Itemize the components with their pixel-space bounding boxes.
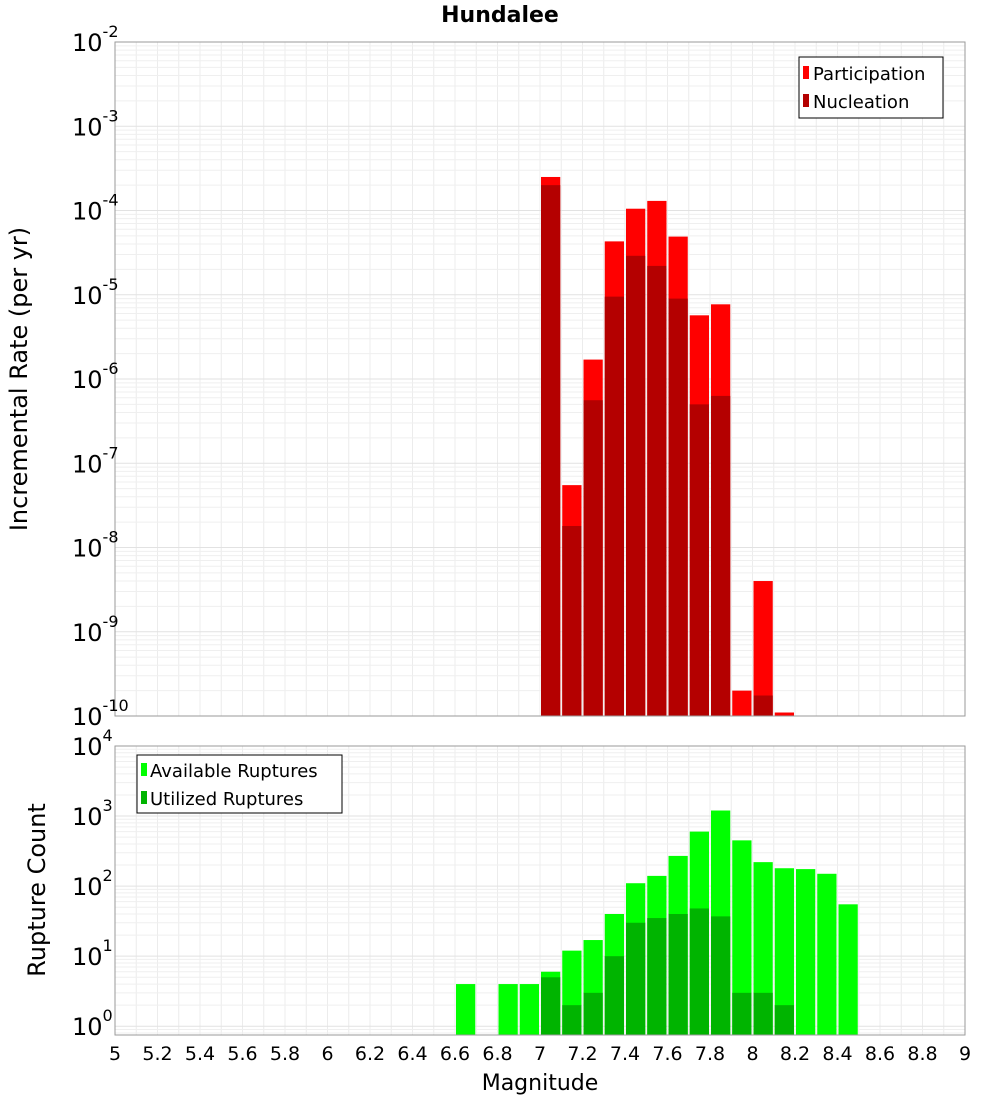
top-bar-nucleation: [604, 296, 624, 716]
bottom-bar-available-ruptures: [774, 868, 794, 1035]
bottom-bar-available-ruptures: [732, 840, 752, 1035]
bottom-bar-available-ruptures: [519, 984, 539, 1035]
x-tick-label: 5: [109, 1043, 121, 1065]
top-y-tick-label: 10-6: [72, 359, 119, 394]
legend-label-available: Available Ruptures: [150, 761, 318, 782]
top-bar-participation: [774, 712, 794, 716]
x-tick-label: 7.2: [567, 1043, 597, 1065]
x-tick-label: 5.6: [227, 1043, 257, 1065]
top-bar-nucleation: [647, 265, 667, 716]
chart-title: Hundalee: [441, 3, 559, 28]
bottom-y-tick-label: 100: [72, 1006, 113, 1041]
bottom-bar-utilized-ruptures: [689, 908, 709, 1035]
x-tick-label: 7.8: [695, 1043, 725, 1065]
legend-swatch-nucleation: [803, 94, 809, 107]
top-bar-nucleation: [562, 525, 582, 716]
top-y-axis-label: Incremental Rate (per yr): [5, 227, 33, 531]
bottom-y-tick-label: 101: [72, 936, 113, 971]
top-bar-participation: [753, 581, 773, 716]
x-tick-label: 6.4: [397, 1043, 427, 1065]
bottom-y-tick-label: 102: [72, 866, 113, 901]
x-tick-labels: 5 5.2 5.4 5.6 5.8 6 6.2 6.4 6.6 6.8 7 7.2 7.4 7.6 7.8 8…: [109, 1043, 971, 1065]
top-y-tick-labels: 10-10 10-9 10-8 10-7 10-6 10-5 10-4 10-3 10-2: [72, 22, 129, 731]
top-y-tick-label: 10-4: [72, 191, 119, 226]
x-tick-label: 9: [959, 1043, 971, 1065]
x-tick-label: 5.8: [270, 1043, 300, 1065]
top-legend-box: [798, 56, 944, 119]
top-y-tick-label: 10-7: [72, 443, 119, 478]
bottom-bar-utilized-ruptures: [753, 992, 773, 1035]
bottom-bar-utilized-ruptures: [668, 914, 688, 1035]
legend-label-utilized: Utilized Ruptures: [150, 789, 303, 810]
x-tick-label: 8: [746, 1043, 758, 1065]
bottom-bar-available-ruptures: [456, 984, 476, 1035]
top-y-tick-label: 10-5: [72, 275, 119, 310]
x-tick-label: 7.6: [652, 1043, 682, 1065]
top-plot-grid: [114, 42, 966, 717]
top-plot-bars: [541, 176, 794, 717]
bottom-bar-utilized-ruptures: [541, 977, 561, 1035]
x-tick-label: 8.8: [907, 1043, 937, 1065]
bottom-bar-utilized-ruptures: [583, 992, 603, 1035]
top-plot-frame: [114, 41, 966, 717]
top-bar-nucleation: [711, 395, 731, 716]
bottom-y-tick-label: 103: [72, 796, 113, 831]
x-tick-label: 8.4: [822, 1043, 852, 1065]
top-bar-nucleation: [689, 404, 709, 716]
legend-swatch-available: [141, 763, 147, 776]
bottom-y-tick-label: 104: [72, 726, 113, 761]
bottom-bar-available-ruptures: [498, 984, 518, 1035]
bottom-bar-utilized-ruptures: [562, 1005, 582, 1035]
x-tick-label: 5.4: [185, 1043, 215, 1065]
legend-swatch-utilized: [141, 791, 147, 804]
x-tick-label: 5.2: [142, 1043, 172, 1065]
x-tick-label: 6: [321, 1043, 333, 1065]
bottom-bar-utilized-ruptures: [626, 922, 646, 1035]
top-bar-participation: [732, 690, 752, 716]
x-tick-label: 6.6: [440, 1043, 470, 1065]
bottom-bar-utilized-ruptures: [711, 916, 731, 1035]
top-bar-nucleation: [583, 400, 603, 716]
top-y-tick-label: 10-8: [72, 528, 119, 563]
bottom-bar-available-ruptures: [796, 869, 816, 1035]
legend-label-nucleation: Nucleation: [813, 92, 909, 113]
bottom-legend-box: [136, 754, 343, 814]
x-tick-label: 6.8: [482, 1043, 512, 1065]
x-tick-label: 8.6: [865, 1043, 895, 1065]
top-bar-nucleation: [626, 255, 646, 716]
bottom-bar-available-ruptures: [817, 873, 837, 1035]
bottom-bar-utilized-ruptures: [774, 1005, 794, 1035]
x-tick-label: 8.2: [780, 1043, 810, 1065]
x-tick-label: 7: [534, 1043, 546, 1065]
top-bar-nucleation: [668, 298, 688, 716]
bottom-y-tick-labels: 100 101 102 103 104: [72, 726, 113, 1041]
bottom-bar-utilized-ruptures: [604, 956, 624, 1035]
legend-label-participation: Participation: [813, 64, 925, 85]
bottom-bar-available-ruptures: [753, 862, 773, 1035]
x-axis-label: Magnitude: [482, 1071, 599, 1096]
legend-swatch-participation: [803, 66, 809, 79]
bottom-bar-utilized-ruptures: [732, 992, 752, 1035]
top-y-tick-label: 10-9: [72, 612, 119, 647]
top-y-tick-label: 10-3: [72, 106, 119, 141]
bottom-plot-bars: [456, 810, 858, 1035]
top-legend: Participation Nucleation: [798, 56, 944, 119]
bottom-legend: Available Ruptures Utilized Ruptures: [136, 754, 343, 814]
x-tick-label: 7.4: [610, 1043, 640, 1065]
bottom-plot-frame: [114, 745, 966, 1036]
bottom-y-axis-label: Rupture Count: [23, 803, 51, 977]
bottom-bar-available-ruptures: [838, 904, 858, 1035]
top-bar-nucleation: [753, 695, 773, 716]
top-bar-nucleation: [541, 185, 561, 716]
top-y-tick-label: 10-10: [72, 696, 129, 731]
bottom-bar-utilized-ruptures: [647, 918, 667, 1035]
top-y-tick-label: 10-2: [72, 22, 119, 57]
x-tick-label: 6.2: [355, 1043, 385, 1065]
